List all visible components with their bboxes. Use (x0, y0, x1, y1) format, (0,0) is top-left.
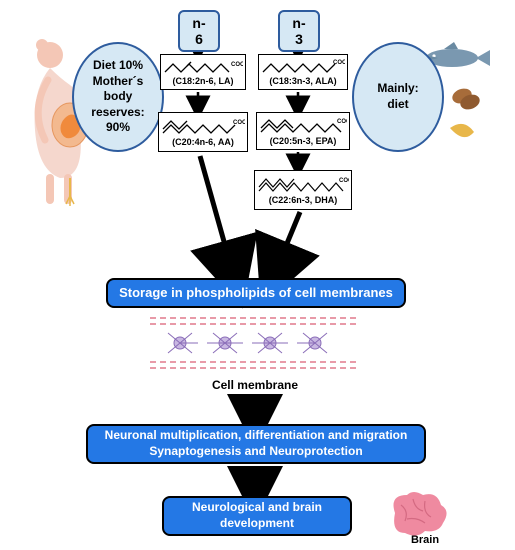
la-structure-icon: COOH (163, 58, 243, 76)
almond-icon (450, 86, 482, 112)
neuro-dev-box: Neurological and brain development (162, 496, 352, 536)
neuronal-box: Neuronal multiplication, differentiation… (86, 424, 426, 464)
n6-header: n-6 (178, 10, 220, 52)
svg-text:COOH: COOH (233, 120, 245, 126)
epa-box: COOH (C20:5n-3, EPA) (256, 112, 350, 150)
svg-text:COOH: COOH (339, 178, 349, 184)
left-ellipse-text: Diet 10% Mother´s body reserves: 90% (91, 58, 144, 136)
neuro-dev-text: Neurological and brain development (192, 500, 322, 531)
la-box: COOH (C18:2n-6, LA) (160, 54, 246, 90)
aa-box: COOH (C20:4n-6, AA) (158, 112, 248, 152)
neuronal-text: Neuronal multiplication, differentiation… (105, 428, 408, 459)
n3-header: n-3 (278, 10, 320, 52)
aa-structure-icon: COOH (161, 117, 245, 137)
aa-label: (C20:4n-6, AA) (172, 137, 234, 147)
svg-text:COOH: COOH (333, 60, 345, 66)
epa-label: (C20:5n-3, EPA) (270, 136, 337, 146)
svg-text:COOH: COOH (231, 62, 243, 68)
brain-label: Brain (400, 534, 450, 546)
dha-structure-icon: COOH (257, 175, 349, 195)
right-ellipse-text: Mainly: diet (377, 81, 418, 112)
right-source-ellipse: Mainly: diet (352, 42, 444, 152)
storage-text: Storage in phospholipids of cell membran… (119, 285, 393, 302)
la-label: (C18:2n-6, LA) (172, 76, 233, 86)
storage-box: Storage in phospholipids of cell membran… (106, 278, 406, 308)
cell-membrane-icon (150, 318, 360, 368)
ala-label: (C18:3n-3, ALA) (269, 76, 336, 86)
ala-box: COOH (C18:3n-3, ALA) (258, 54, 348, 90)
ala-structure-icon: COOH (261, 58, 345, 76)
epa-structure-icon: COOH (259, 116, 347, 136)
seed-icon (450, 124, 474, 137)
svg-text:COOH: COOH (337, 119, 347, 125)
dha-box: COOH (C22:6n-3, DHA) (254, 170, 352, 210)
brain-icon (394, 492, 447, 536)
left-source-ellipse: Diet 10% Mother´s body reserves: 90% (72, 42, 164, 152)
cell-membrane-label: Cell membrane (205, 378, 305, 392)
dha-label: (C22:6n-3, DHA) (269, 195, 338, 205)
